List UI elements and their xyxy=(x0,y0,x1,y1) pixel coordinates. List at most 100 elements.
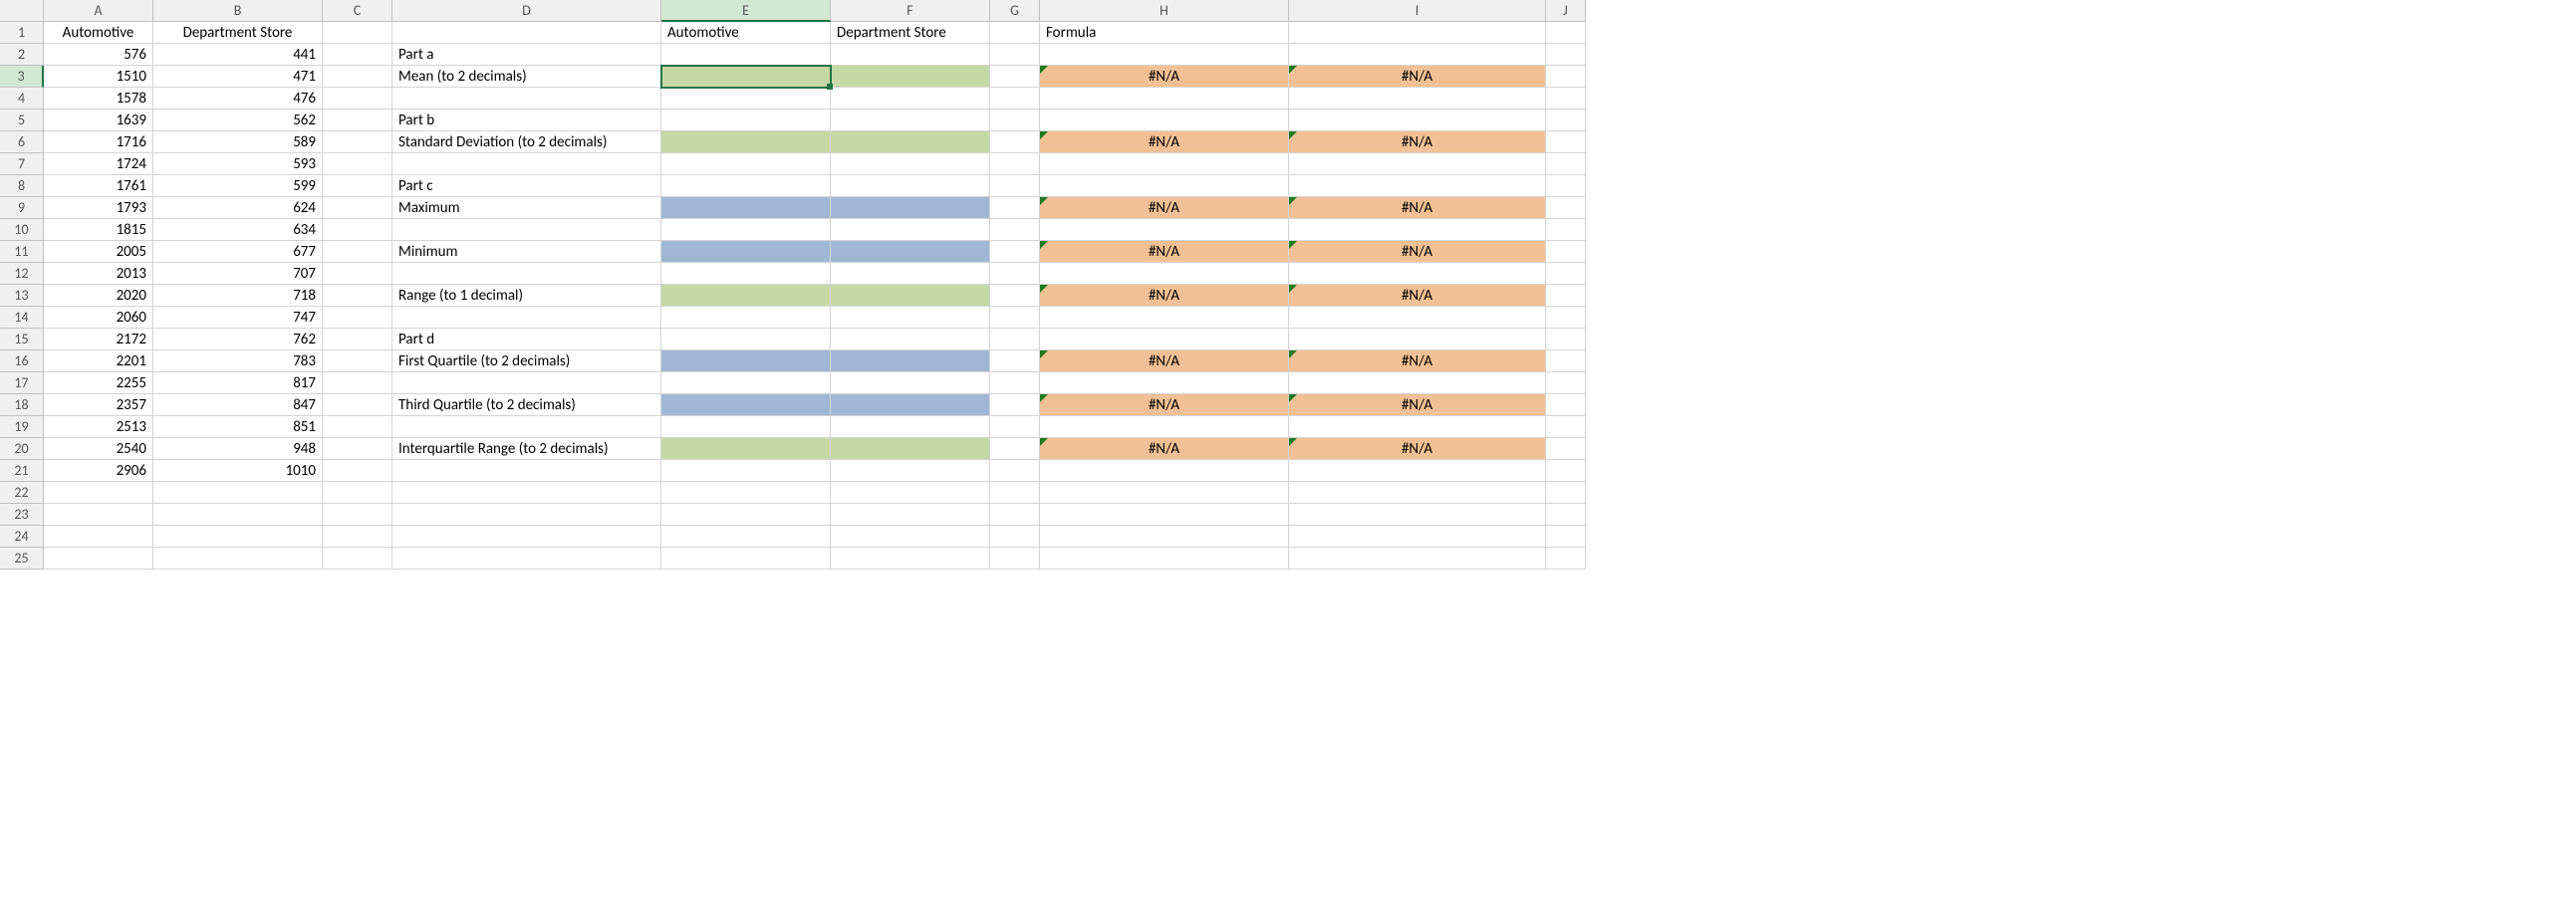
cell-B22[interactable] xyxy=(153,482,323,504)
cell-B5[interactable]: 562 xyxy=(153,110,323,131)
cell-D8[interactable]: Part c xyxy=(392,175,661,197)
cell-D12[interactable] xyxy=(392,263,661,285)
cell-H5[interactable] xyxy=(1040,110,1289,131)
cell-I15[interactable] xyxy=(1289,329,1546,350)
cell-C14[interactable] xyxy=(323,307,392,329)
cell-J4[interactable] xyxy=(1546,88,1586,110)
cell-F7[interactable] xyxy=(831,153,990,175)
col-header-H[interactable]: H xyxy=(1040,0,1289,22)
cell-E15[interactable] xyxy=(661,329,831,350)
cell-B18[interactable]: 847 xyxy=(153,394,323,416)
cell-A18[interactable]: 2357 xyxy=(44,394,153,416)
cell-B20[interactable]: 948 xyxy=(153,438,323,460)
cell-F14[interactable] xyxy=(831,307,990,329)
cell-E13[interactable] xyxy=(661,285,831,307)
cell-E23[interactable] xyxy=(661,504,831,526)
cell-F23[interactable] xyxy=(831,504,990,526)
cell-D16[interactable]: First Quartile (to 2 decimals) xyxy=(392,350,661,372)
cell-B16[interactable]: 783 xyxy=(153,350,323,372)
cell-I9[interactable]: #N/A xyxy=(1289,197,1546,219)
cell-G7[interactable] xyxy=(990,153,1040,175)
cell-B21[interactable]: 1010 xyxy=(153,460,323,482)
cell-C3[interactable] xyxy=(323,66,392,88)
cell-J9[interactable] xyxy=(1546,197,1586,219)
cell-G19[interactable] xyxy=(990,416,1040,438)
cell-A11[interactable]: 2005 xyxy=(44,241,153,263)
cell-E20[interactable] xyxy=(661,438,831,460)
cell-A1[interactable]: Automotive xyxy=(44,22,153,44)
cell-F6[interactable] xyxy=(831,131,990,153)
cell-B15[interactable]: 762 xyxy=(153,329,323,350)
cell-H4[interactable] xyxy=(1040,88,1289,110)
cell-D19[interactable] xyxy=(392,416,661,438)
row-header-25[interactable]: 25 xyxy=(0,548,44,570)
cell-F2[interactable] xyxy=(831,44,990,66)
cell-D7[interactable] xyxy=(392,153,661,175)
cell-H14[interactable] xyxy=(1040,307,1289,329)
cell-B14[interactable]: 747 xyxy=(153,307,323,329)
cell-B10[interactable]: 634 xyxy=(153,219,323,241)
cell-F20[interactable] xyxy=(831,438,990,460)
cell-D4[interactable] xyxy=(392,88,661,110)
cell-H17[interactable] xyxy=(1040,372,1289,394)
cell-C18[interactable] xyxy=(323,394,392,416)
cell-C7[interactable] xyxy=(323,153,392,175)
cell-F17[interactable] xyxy=(831,372,990,394)
cell-F3[interactable] xyxy=(831,66,990,88)
cell-F13[interactable] xyxy=(831,285,990,307)
cell-F4[interactable] xyxy=(831,88,990,110)
row-header-21[interactable]: 21 xyxy=(0,460,44,482)
cell-F22[interactable] xyxy=(831,482,990,504)
cell-G24[interactable] xyxy=(990,526,1040,548)
row-header-13[interactable]: 13 xyxy=(0,285,44,307)
cell-D11[interactable]: Minimum xyxy=(392,241,661,263)
cell-E12[interactable] xyxy=(661,263,831,285)
row-header-19[interactable]: 19 xyxy=(0,416,44,438)
cell-J17[interactable] xyxy=(1546,372,1586,394)
cell-D6[interactable]: Standard Deviation (to 2 decimals) xyxy=(392,131,661,153)
cell-I4[interactable] xyxy=(1289,88,1546,110)
cell-A7[interactable]: 1724 xyxy=(44,153,153,175)
select-all-corner[interactable] xyxy=(0,0,44,22)
cell-C9[interactable] xyxy=(323,197,392,219)
cell-I1[interactable] xyxy=(1289,22,1546,44)
cell-E21[interactable] xyxy=(661,460,831,482)
row-header-3[interactable]: 3 xyxy=(0,66,44,88)
cell-A15[interactable]: 2172 xyxy=(44,329,153,350)
cell-A3[interactable]: 1510 xyxy=(44,66,153,88)
col-header-A[interactable]: A xyxy=(44,0,153,22)
cell-H25[interactable] xyxy=(1040,548,1289,570)
cell-I6[interactable]: #N/A xyxy=(1289,131,1546,153)
cell-D17[interactable] xyxy=(392,372,661,394)
cell-A16[interactable]: 2201 xyxy=(44,350,153,372)
row-header-24[interactable]: 24 xyxy=(0,526,44,548)
cell-G1[interactable] xyxy=(990,22,1040,44)
cell-E8[interactable] xyxy=(661,175,831,197)
cell-I8[interactable] xyxy=(1289,175,1546,197)
cell-E1[interactable]: Automotive xyxy=(661,22,831,44)
row-header-1[interactable]: 1 xyxy=(0,22,44,44)
cell-I2[interactable] xyxy=(1289,44,1546,66)
cell-F25[interactable] xyxy=(831,548,990,570)
cell-I11[interactable]: #N/A xyxy=(1289,241,1546,263)
cell-J23[interactable] xyxy=(1546,504,1586,526)
cell-H21[interactable] xyxy=(1040,460,1289,482)
cell-I14[interactable] xyxy=(1289,307,1546,329)
cell-E3[interactable] xyxy=(661,66,831,88)
cell-H7[interactable] xyxy=(1040,153,1289,175)
cell-D14[interactable] xyxy=(392,307,661,329)
row-header-4[interactable]: 4 xyxy=(0,88,44,110)
cell-B1[interactable]: Department Store xyxy=(153,22,323,44)
cell-E22[interactable] xyxy=(661,482,831,504)
cell-C10[interactable] xyxy=(323,219,392,241)
cell-B9[interactable]: 624 xyxy=(153,197,323,219)
cell-G17[interactable] xyxy=(990,372,1040,394)
cell-J21[interactable] xyxy=(1546,460,1586,482)
row-header-9[interactable]: 9 xyxy=(0,197,44,219)
row-header-16[interactable]: 16 xyxy=(0,350,44,372)
cell-F5[interactable] xyxy=(831,110,990,131)
cell-I12[interactable] xyxy=(1289,263,1546,285)
row-header-20[interactable]: 20 xyxy=(0,438,44,460)
cell-C19[interactable] xyxy=(323,416,392,438)
row-header-18[interactable]: 18 xyxy=(0,394,44,416)
